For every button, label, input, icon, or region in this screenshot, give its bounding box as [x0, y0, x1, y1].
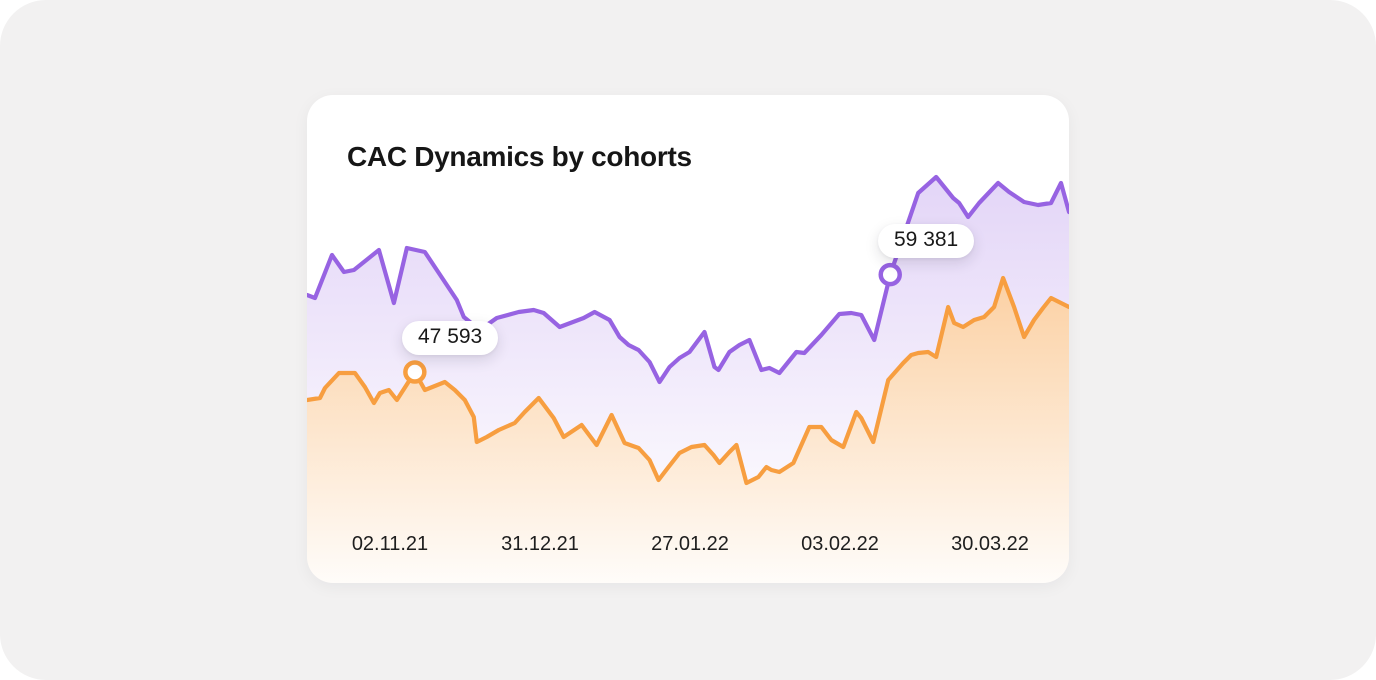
- chart-card: CAC Dynamics by cohorts 59 381 47 593 02…: [307, 95, 1069, 583]
- chart-title: CAC Dynamics by cohorts: [347, 141, 692, 172]
- tooltip-orange-point: 47 593: [402, 321, 499, 355]
- marker-point[interactable]: [878, 262, 902, 287]
- x-tick-label: 31.12.21: [501, 533, 579, 555]
- tooltip-purple-point: 59 381: [878, 223, 975, 258]
- marker-point[interactable]: [403, 360, 427, 384]
- x-tick-label: 27.01.22: [651, 533, 729, 555]
- x-tick-label: 30.03.22: [951, 533, 1029, 555]
- x-tick-label: 03.02.22: [801, 533, 879, 555]
- series-purple-line: [307, 174, 1069, 385]
- tooltip-value: 59 381: [894, 227, 959, 251]
- x-tick-label: 02.11.21: [351, 533, 429, 555]
- chart-canvas: [307, 174, 1069, 583]
- cac-area-chart[interactable]: 59 381 47 593 02.11.21 31.12.21 27.01.22…: [307, 95, 1069, 583]
- tooltip-value: 47 593: [418, 325, 483, 348]
- x-axis: 02.11.21 31.12.21 27.01.22 03.02.22 30.0…: [307, 533, 1069, 563]
- series-orange-area: [307, 278, 1069, 583]
- series-orange-line: [307, 275, 1069, 486]
- series-purple-area: [307, 177, 1069, 483]
